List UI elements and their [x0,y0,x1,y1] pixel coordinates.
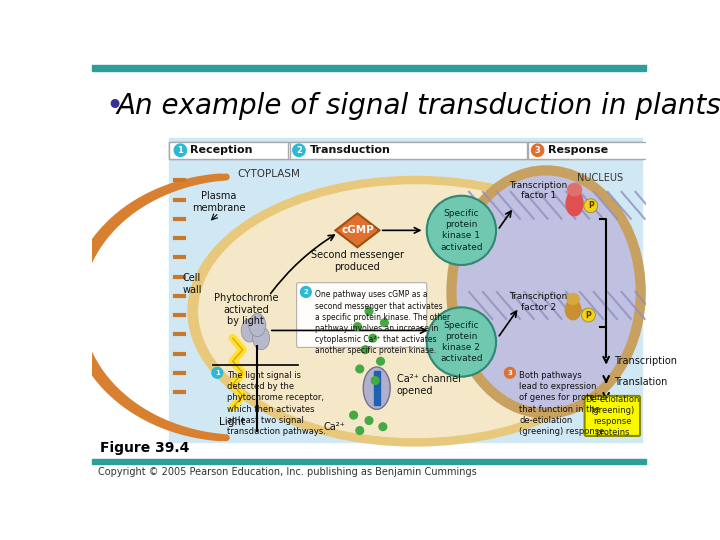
Circle shape [300,287,311,298]
Circle shape [361,346,369,354]
Ellipse shape [566,191,583,215]
Circle shape [381,319,388,327]
Circle shape [582,308,595,322]
Ellipse shape [567,294,579,304]
Text: De-etiolation
(greening)
response
proteins: De-etiolation (greening) response protei… [585,395,639,437]
Ellipse shape [427,195,496,265]
Text: P: P [588,201,593,210]
Circle shape [212,367,222,378]
Ellipse shape [567,184,582,195]
Ellipse shape [565,300,581,320]
Text: Specific
protein
kinase 2
activated: Specific protein kinase 2 activated [440,321,482,363]
Text: Second messenger
produced: Second messenger produced [311,251,404,272]
Text: Ca²⁺ channel
opened: Ca²⁺ channel opened [397,374,461,396]
Text: Transcription: Transcription [614,356,677,366]
Text: Copyright © 2005 Pearson Education, Inc. publishing as Benjamin Cummings: Copyright © 2005 Pearson Education, Inc.… [98,467,477,477]
Text: 1: 1 [177,146,184,155]
Ellipse shape [427,307,496,377]
Bar [168,142,288,159]
Text: An example of signal transduction in plants: An example of signal transduction in pla… [117,92,720,120]
Bar [168,142,642,159]
Circle shape [365,307,373,315]
Text: Transcription
factor 2: Transcription factor 2 [509,292,567,312]
Circle shape [505,367,516,378]
Circle shape [377,357,384,365]
Text: cGMP: cGMP [341,225,374,235]
Circle shape [354,323,361,330]
Circle shape [531,144,544,157]
Text: One pathway uses cGMP as a
second messenger that activates
a specific protein ki: One pathway uses cGMP as a second messen… [315,291,450,355]
Text: Ca²⁺: Ca²⁺ [323,422,346,431]
Ellipse shape [363,367,390,409]
Circle shape [356,427,364,434]
Circle shape [350,411,357,419]
Text: Figure 39.4: Figure 39.4 [99,441,189,455]
Circle shape [379,423,387,430]
Text: Transcription
factor 1: Transcription factor 1 [509,180,567,200]
Text: Plasma
membrane: Plasma membrane [192,191,246,213]
Text: Response: Response [549,145,608,156]
Text: CYTOPLASM: CYTOPLASM [238,168,300,179]
Text: 3: 3 [535,146,541,155]
Text: The light signal is
detected by the
phytochrome receptor,
which then activates
a: The light signal is detected by the phyt… [227,372,325,436]
Bar [289,142,527,159]
Text: Phytochrome
activated
by light: Phytochrome activated by light [214,293,278,326]
Text: Specific
protein
kinase 1
activated: Specific protein kinase 1 activated [440,209,482,252]
Text: Translation: Translation [614,377,667,387]
Circle shape [365,417,373,424]
Text: 2: 2 [304,289,308,295]
Text: 3: 3 [508,370,513,376]
Ellipse shape [188,177,642,446]
Polygon shape [336,213,379,247]
Circle shape [372,377,379,384]
Text: Light: Light [219,417,245,428]
FancyBboxPatch shape [297,283,427,347]
Text: P: P [585,310,591,320]
Text: Transduction: Transduction [310,145,390,156]
Circle shape [293,144,305,157]
Text: •: • [106,92,124,121]
Circle shape [369,334,377,342]
Text: Cell
wall: Cell wall [182,273,202,295]
Bar [374,372,379,405]
Ellipse shape [199,185,631,437]
Ellipse shape [253,327,270,350]
Ellipse shape [241,319,258,342]
Circle shape [584,199,598,213]
Ellipse shape [450,168,642,415]
Circle shape [356,365,364,373]
Text: 2: 2 [296,146,302,155]
Text: 1: 1 [215,370,220,376]
Bar [92,65,647,71]
Bar [528,142,720,159]
Text: Both pathways
lead to expression
of genes for proteins
that function in the
de-e: Both pathways lead to expression of gene… [519,372,607,436]
FancyBboxPatch shape [585,396,640,436]
Text: Reception: Reception [190,145,253,156]
Circle shape [174,144,186,157]
Bar [92,459,647,464]
Ellipse shape [249,314,266,336]
Text: NUCLEUS: NUCLEUS [577,173,623,183]
Bar [168,138,642,442]
